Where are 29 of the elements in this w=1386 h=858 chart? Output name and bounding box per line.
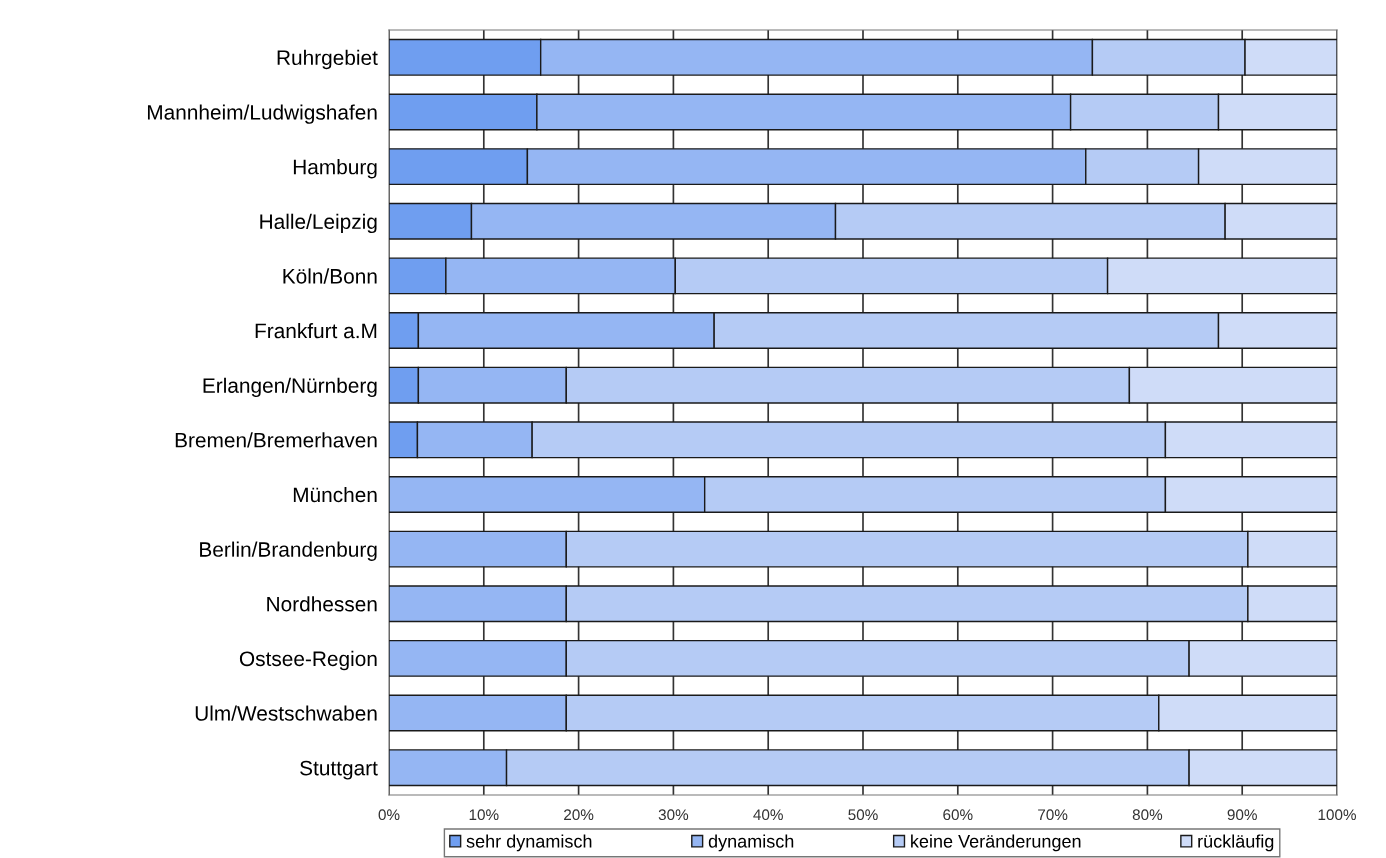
y-tick-label: Köln/Bonn <box>283 268 377 284</box>
legend-label: keine Veränderungen <box>911 834 1081 852</box>
y-tick-label: Ulm/Westschwaben <box>195 705 377 721</box>
y-tick-label: Ostsee-Region <box>239 650 377 671</box>
legend-label: dynamisch <box>708 834 794 852</box>
x-tick-label: 90% <box>1227 809 1257 821</box>
x-tick-label: 10% <box>469 809 499 821</box>
x-tick-label: 20% <box>564 809 594 821</box>
y-tick-label: Bremen/Bremerhaven <box>175 432 377 448</box>
legend-label: sehr dynamisch <box>466 834 592 852</box>
y-tick-label: Stuttgart <box>300 760 378 780</box>
legend-label: rückläufig <box>1198 834 1274 852</box>
y-tick-label: Erlangen/Nürnberg <box>203 377 377 398</box>
y-tick-label: München <box>293 486 377 503</box>
x-tick-label: 80% <box>1132 809 1163 821</box>
y-tick-label: Berlin/Brandenburg <box>200 541 377 561</box>
x-tick-label: 50% <box>848 809 878 821</box>
x-tick-label: 30% <box>658 809 689 821</box>
y-tick-label: Ruhrgebiet <box>277 49 378 70</box>
x-tick-label: 60% <box>943 809 973 821</box>
x-tick-label: 100% <box>1318 809 1356 821</box>
y-tick-label: Nordhessen <box>267 596 377 612</box>
x-tick-label: 40% <box>753 809 783 821</box>
y-tick-label: Halle/Leipzig <box>260 213 377 234</box>
y-tick-label: Hamburg <box>293 159 377 179</box>
y-tick-label: Mannheim/Ludwigshafen <box>147 104 377 124</box>
x-tick-label: 70% <box>1038 809 1068 821</box>
x-tick-label: 0% <box>378 809 400 821</box>
y-tick-label: Frankfurt a.M <box>255 322 377 339</box>
